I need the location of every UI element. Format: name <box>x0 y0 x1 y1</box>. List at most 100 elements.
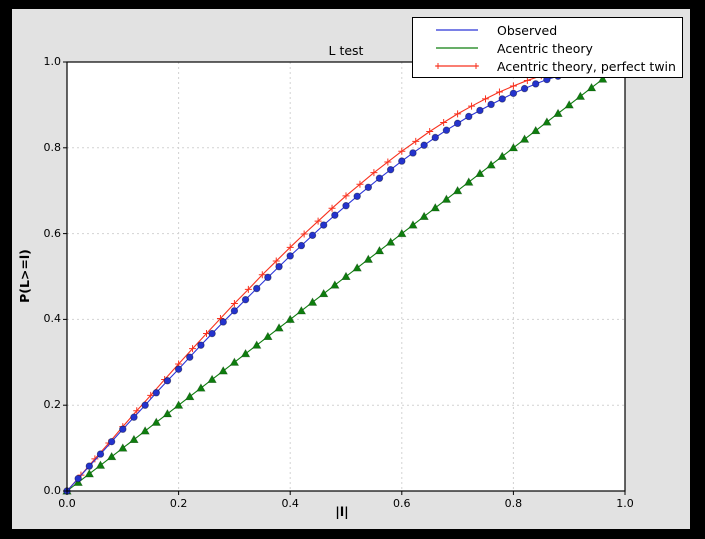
data-point-plus <box>189 345 197 353</box>
y-tick-label: 0.6 <box>43 226 62 240</box>
data-point-circle <box>420 141 428 149</box>
data-point-plus <box>454 110 462 118</box>
data-point-triangle <box>151 417 161 426</box>
data-point-triangle <box>229 357 240 366</box>
data-point-triangle <box>419 211 429 220</box>
data-point-triangle <box>330 280 340 289</box>
data-point-triangle <box>486 160 496 169</box>
data-point-triangle <box>475 168 485 178</box>
data-point-circle <box>152 389 160 397</box>
data-point-circle <box>532 80 540 88</box>
data-point-triangle <box>307 297 318 306</box>
legend-line-acentric-theory <box>436 47 478 49</box>
data-point-plus <box>412 137 420 145</box>
data-point-triangle <box>564 100 574 109</box>
data-point-triangle <box>542 117 552 126</box>
data-point-plus <box>244 285 252 293</box>
data-point-circle <box>275 262 283 271</box>
chart-title: L test <box>328 43 364 58</box>
data-point-triangle <box>397 228 407 238</box>
data-point-triangle <box>430 203 440 212</box>
data-point-circle <box>331 211 339 219</box>
y-tick-label: 0.0 <box>43 484 62 497</box>
data-point-circle <box>498 95 506 103</box>
y-tick-label: 1.0 <box>43 55 62 68</box>
data-point-triangle <box>173 400 184 409</box>
x-axis-label: |l| <box>335 504 349 519</box>
data-point-circle <box>219 318 227 326</box>
legend-entry-perfect-twin: Acentric theory, perfect twin <box>413 57 682 75</box>
data-point-triangle <box>318 288 329 298</box>
data-point-circle <box>386 165 395 174</box>
data-point-plus <box>398 147 406 155</box>
data-point-circle <box>353 192 361 200</box>
data-point-plus <box>91 455 99 463</box>
data-point-circle <box>465 112 473 121</box>
data-point-triangle <box>263 331 273 341</box>
data-point-triangle <box>162 408 173 418</box>
data-point-triangle <box>441 194 452 203</box>
legend-label-observed: Observed <box>497 22 558 38</box>
legend-line-observed <box>436 29 478 31</box>
data-point-triangle <box>374 245 385 255</box>
data-point-triangle <box>519 134 530 143</box>
data-point-plus <box>342 192 350 200</box>
legend-label-perfect-twin: Acentric theory, perfect twin <box>497 58 676 74</box>
data-point-circle <box>208 329 216 338</box>
data-point-circle <box>197 341 205 349</box>
legend-sample-marker <box>435 63 441 69</box>
data-point-triangle <box>553 108 563 117</box>
data-point-plus <box>426 127 434 135</box>
x-tick-label: 0.4 <box>281 497 299 510</box>
x-tick-label: 0.6 <box>393 497 411 510</box>
data-point-circle <box>286 252 294 260</box>
data-point-circle <box>375 174 384 182</box>
data-point-circle <box>264 273 272 282</box>
data-point-circle <box>74 474 82 483</box>
legend-sample-marker <box>473 63 479 69</box>
data-point-triangle <box>296 306 307 315</box>
data-point-triangle <box>185 391 195 401</box>
y-tick-label: 0.2 <box>43 398 62 412</box>
data-point-triangle <box>597 74 608 83</box>
data-point-plus <box>300 230 308 238</box>
data-point-circle <box>398 157 406 165</box>
data-point-triangle <box>207 374 217 383</box>
data-point-circle <box>130 413 138 421</box>
data-point-plus <box>133 407 141 415</box>
data-point-triangle <box>95 460 106 469</box>
y-tick-label: 0.8 <box>43 140 62 154</box>
x-tick-label: 1.0 <box>616 497 634 510</box>
data-point-circle <box>520 84 529 93</box>
legend-entry-observed: Observed <box>413 21 682 39</box>
data-point-circle <box>241 295 250 304</box>
data-point-plus <box>230 300 238 308</box>
figure: L test |l| P(L>=l) 0.0 0.2 0.4 0.6 0.8 1.0 0.0… <box>12 9 690 529</box>
data-point-plus <box>314 217 322 225</box>
data-point-circle <box>107 437 116 446</box>
data-point-plus <box>272 257 280 265</box>
data-point-circle <box>297 241 306 250</box>
data-point-plus <box>509 82 517 90</box>
data-point-plus <box>468 102 476 110</box>
data-point-circle <box>476 106 484 115</box>
data-point-triangle <box>385 237 396 246</box>
data-point-circle <box>431 133 439 142</box>
data-point-triangle <box>464 177 474 186</box>
data-point-triangle <box>73 477 83 486</box>
data-point-triangle <box>508 142 519 152</box>
data-point-triangle <box>140 426 150 435</box>
data-point-circle <box>230 307 239 315</box>
y-tick-label: 0.4 <box>43 312 62 326</box>
y-axis-label: P(L>=l) <box>17 249 32 303</box>
x-tick-label: 0.2 <box>169 497 188 510</box>
data-point-triangle <box>341 271 351 280</box>
data-point-circle <box>487 100 495 109</box>
data-point-triangle <box>575 91 586 100</box>
data-point-circle <box>319 221 328 229</box>
data-point-circle <box>453 119 462 128</box>
data-point-plus <box>482 95 489 103</box>
data-point-plus <box>440 118 448 126</box>
data-point-triangle <box>452 185 463 195</box>
